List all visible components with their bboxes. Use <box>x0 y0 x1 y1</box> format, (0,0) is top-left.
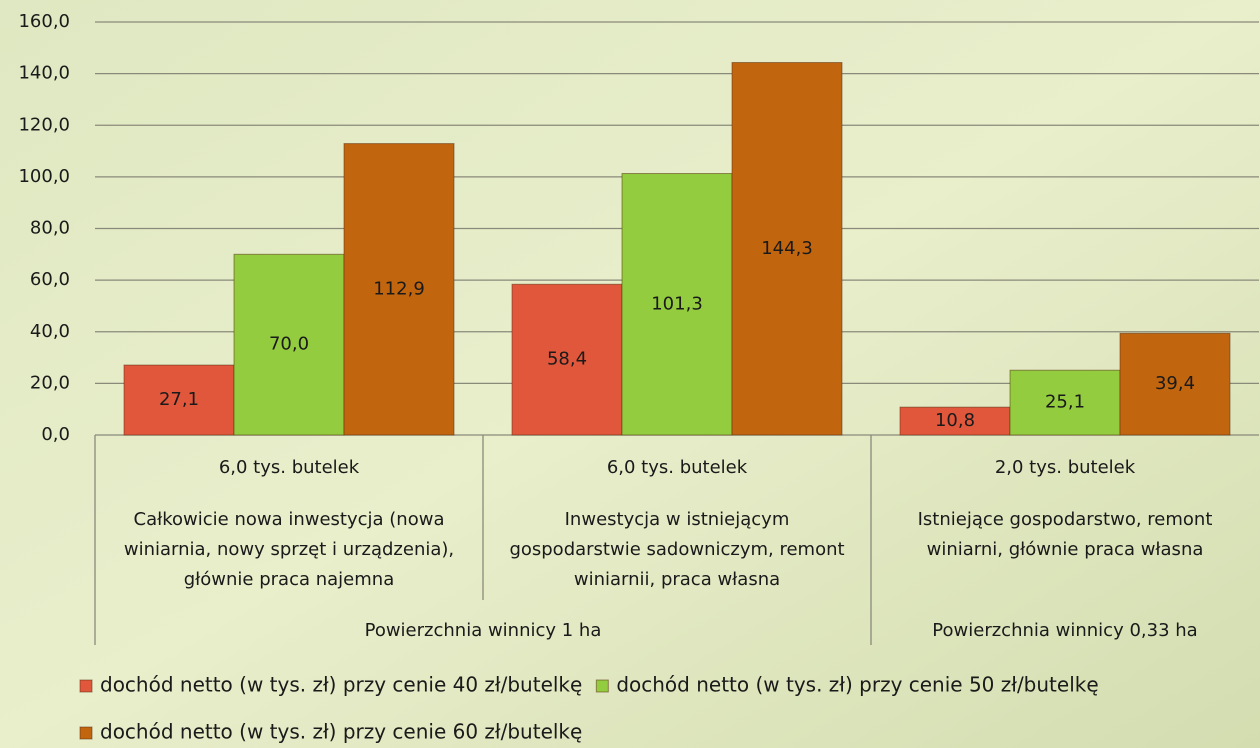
y-tick-label: 80,0 <box>30 218 70 239</box>
y-tick-label: 0,0 <box>41 424 70 445</box>
y-tick-label: 60,0 <box>30 269 70 290</box>
y-tick-label: 160,0 <box>18 11 70 32</box>
value-label: 112,9 <box>373 278 425 299</box>
bar <box>731 62 843 436</box>
value-label: 39,4 <box>1155 373 1195 394</box>
category-description: Istniejące gospodarstwo, remont <box>918 509 1213 530</box>
category-description: Inwestycja w istniejącym <box>565 509 790 530</box>
y-tick-label: 40,0 <box>30 321 70 342</box>
group-label: Powierzchnia winnicy 1 ha <box>365 620 602 641</box>
value-label: 58,4 <box>547 349 587 370</box>
y-tick-label: 20,0 <box>30 372 70 393</box>
bar <box>123 364 235 436</box>
bar <box>621 173 733 436</box>
y-tick-label: 140,0 <box>18 63 70 84</box>
value-label: 10,8 <box>935 410 975 431</box>
bar <box>511 283 623 436</box>
value-label: 144,3 <box>761 238 813 259</box>
bar <box>1119 332 1231 436</box>
category-description: winiarni, głównie praca własna <box>927 539 1204 560</box>
bar <box>1009 369 1121 436</box>
y-tick-label: 100,0 <box>18 166 70 187</box>
bar <box>233 253 345 436</box>
legend-label: dochód netto (w tys. zł) przy cenie 40 z… <box>100 673 582 697</box>
value-label: 25,1 <box>1045 392 1085 413</box>
category-description: głównie praca najemna <box>184 569 394 590</box>
legend-label: dochód netto (w tys. zł) przy cenie 50 z… <box>616 673 1098 697</box>
x-tick-label: 2,0 tys. butelek <box>995 457 1136 478</box>
legend-marker <box>79 679 93 693</box>
category-description: winiarnii, praca własna <box>574 569 780 590</box>
value-label: 101,3 <box>651 293 703 314</box>
legend-marker <box>595 679 609 693</box>
category-description: winiarnia, nowy sprzęt i urządzenia), <box>124 539 454 560</box>
bar <box>899 406 1011 436</box>
group-label: Powierzchnia winnicy 0,33 ha <box>932 620 1197 641</box>
legend-marker <box>79 726 93 740</box>
legend-label: dochód netto (w tys. zł) przy cenie 60 z… <box>100 720 582 744</box>
category-description: gospodarstwie sadowniczym, remont <box>509 539 844 560</box>
value-label: 27,1 <box>159 389 199 410</box>
value-label: 70,0 <box>269 334 309 355</box>
y-tick-label: 120,0 <box>18 114 70 135</box>
bar <box>343 143 455 436</box>
category-description: Całkowicie nowa inwestycja (nowa <box>134 509 445 530</box>
x-tick-label: 6,0 tys. butelek <box>219 457 360 478</box>
x-tick-label: 6,0 tys. butelek <box>607 457 748 478</box>
